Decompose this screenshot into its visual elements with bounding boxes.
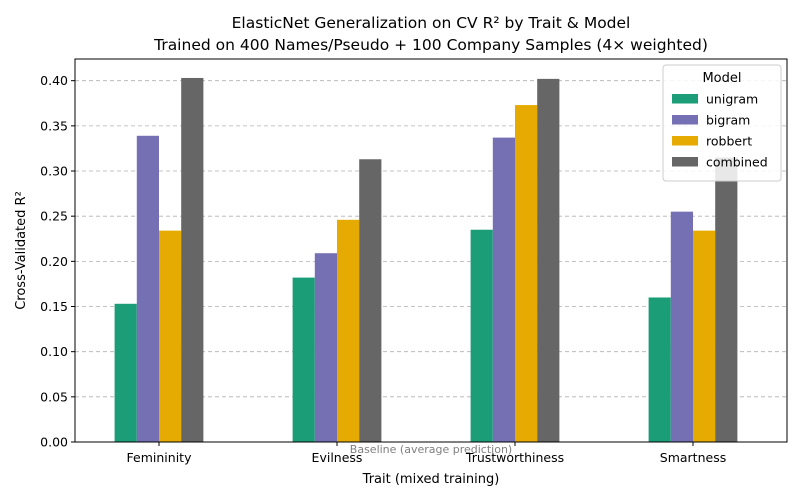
- legend-label-unigram: unigram: [706, 92, 758, 107]
- y-axis-ticks: 0.00 0.05 0.10 0.15 0.20 0.25 0.30 0.35 0.40: [40, 73, 75, 450]
- bar-combined-evilness: [359, 159, 382, 442]
- legend-label-robbert: robbert: [706, 134, 752, 149]
- bar-combined-smartness: [715, 157, 738, 442]
- legend-label-combined: combined: [706, 155, 768, 170]
- y-tick-label: 0.20: [40, 254, 68, 269]
- x-axis-ticks: Femininity Evilness Trustworthiness Smartne…: [127, 442, 726, 465]
- x-tick-label: Trustworthiness: [465, 450, 564, 465]
- bar-robbert-smartness: [693, 230, 716, 442]
- bar-combined-trustworthiness: [537, 78, 560, 442]
- bar-bigram-evilness: [314, 253, 337, 442]
- bar-robbert-femininity: [159, 230, 182, 442]
- bar-unigram-evilness: [292, 277, 315, 442]
- legend: Model unigram bigram robbert combined: [662, 64, 782, 182]
- x-tick-label: Evilness: [312, 450, 363, 465]
- y-tick-label: 0.05: [40, 389, 68, 404]
- baseline-label: Baseline (average prediction): [350, 443, 512, 456]
- legend-label-bigram: bigram: [706, 113, 750, 128]
- bar-robbert-trustworthiness: [515, 105, 538, 443]
- y-tick-label: 0.10: [40, 344, 68, 359]
- chart-title: ElasticNet Generalization on CV R² by Tr…: [232, 14, 631, 32]
- bars: [114, 77, 738, 443]
- plot-frame: [74, 58, 788, 443]
- legend-swatch-bigram: [672, 115, 698, 125]
- legend-swatch-unigram: [672, 94, 698, 104]
- legend-swatch-combined: [672, 157, 698, 167]
- bar-combined-femininity: [181, 77, 204, 443]
- y-tick-label: 0.25: [40, 209, 68, 224]
- x-axis-label: Trait (mixed training): [362, 472, 500, 487]
- x-tick-label: Smartness: [660, 450, 726, 465]
- bar-bigram-femininity: [136, 135, 159, 443]
- chart-subtitle: Trained on 400 Names/Pseudo + 100 Compan…: [153, 36, 708, 54]
- legend-swatch-robbert: [672, 136, 698, 146]
- bar-robbert-evilness: [337, 219, 360, 442]
- y-tick-label: 0.40: [40, 73, 68, 88]
- y-axis-label: Cross-Validated R²: [14, 191, 29, 310]
- x-tick-label: Femininity: [127, 450, 193, 465]
- bar-bigram-trustworthiness: [492, 137, 515, 442]
- bar-unigram-smartness: [648, 297, 671, 442]
- y-tick-label: 0.15: [40, 299, 68, 314]
- y-tick-label: 0.35: [40, 118, 68, 133]
- legend-title: Model: [702, 71, 741, 86]
- bar-unigram-femininity: [114, 303, 137, 442]
- y-tick-label: 0.30: [40, 164, 68, 179]
- bar-unigram-trustworthiness: [470, 229, 493, 442]
- y-tick-label: 0.00: [40, 435, 68, 450]
- bar-bigram-smartness: [670, 211, 693, 442]
